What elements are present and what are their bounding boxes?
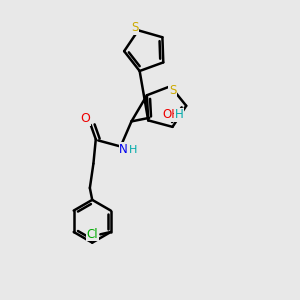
- Text: H: H: [175, 108, 183, 122]
- Text: O: O: [81, 112, 91, 125]
- Text: S: S: [131, 21, 138, 34]
- Text: N: N: [119, 142, 128, 155]
- Text: H: H: [129, 145, 138, 155]
- Text: Cl: Cl: [86, 228, 98, 241]
- Text: S: S: [169, 84, 176, 97]
- Text: OH: OH: [163, 108, 181, 122]
